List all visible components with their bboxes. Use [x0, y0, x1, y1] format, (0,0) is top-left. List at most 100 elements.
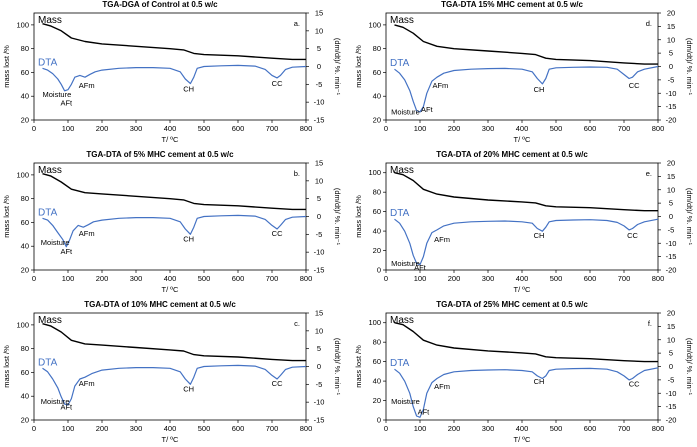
y-right-tick-label: -5 [668, 75, 675, 84]
y-right-tick-label: 15 [315, 309, 323, 318]
x-tick-label: 700 [266, 424, 279, 433]
y-left-tick-label: 80 [373, 338, 381, 347]
mass-series-label: Mass [38, 315, 62, 326]
x-axis-label: T/ ºC [514, 285, 531, 294]
panel-label: e. [646, 169, 652, 178]
mass-series-line [42, 173, 306, 211]
y-right-tick-label: -15 [314, 116, 325, 125]
y-right-tick-label: -10 [666, 389, 677, 398]
y-right-tick-label: -15 [666, 252, 677, 261]
mass-series-label: Mass [390, 15, 414, 26]
y-right-tick-label: 0 [317, 212, 321, 221]
x-tick-label: 700 [266, 124, 279, 133]
peak-annotation: CH [183, 84, 194, 93]
y-right-tick-label: -5 [668, 375, 675, 384]
y-right-tick-label: 5 [669, 349, 673, 358]
x-tick-label: 400 [516, 274, 529, 283]
chart-panel-a: TGA-DGA of Control at 0.5 w/c 0 100 200 300… [0, 0, 342, 145]
y-right-tick-label: -10 [314, 248, 325, 257]
dta-series-line [394, 65, 659, 113]
y-right-tick-label: -20 [666, 266, 677, 275]
peak-annotation: CC [272, 379, 283, 388]
y-left-tick-label: 60 [373, 207, 381, 216]
x-tick-label: 800 [300, 274, 313, 283]
y-left-axis-label: mass lost /% [2, 45, 11, 88]
x-tick-label: 700 [618, 124, 631, 133]
y-left-tick-label: 60 [21, 68, 29, 77]
peak-annotation: CC [627, 231, 638, 240]
x-tick-label: 800 [652, 124, 665, 133]
panel-label: b. [294, 169, 300, 178]
x-tick-label: 600 [584, 274, 597, 283]
y-right-tick-label: 20 [667, 309, 675, 318]
y-left-tick-label: 100 [16, 20, 29, 29]
x-tick-label: 100 [414, 274, 427, 283]
y-right-axis-label: (dm/dt)/ %. min⁻¹ [685, 338, 694, 396]
y-left-tick-label: 20 [21, 266, 29, 275]
x-tick-label: 500 [550, 124, 563, 133]
y-left-tick-label: 100 [16, 320, 29, 329]
y-left-tick-label: 20 [373, 116, 381, 125]
y-left-tick-label: 40 [21, 392, 29, 401]
y-left-tick-label: 80 [21, 194, 29, 203]
mass-series-line [394, 322, 658, 363]
peak-annotation: AFm [432, 81, 448, 90]
x-tick-label: 600 [232, 424, 245, 433]
x-axis-label: T/ ºC [514, 435, 531, 444]
y-right-tick-label: 5 [317, 194, 321, 203]
chart-panel-b: TGA-DTA of 5% MHC cement at 0.5 w/c 0 100… [0, 150, 342, 295]
x-tick-label: 800 [300, 424, 313, 433]
y-left-tick-label: 20 [373, 246, 381, 255]
y-right-tick-label: 15 [315, 159, 323, 168]
mass-series-line [394, 24, 658, 65]
peak-annotation: AFm [79, 81, 95, 90]
x-tick-label: 800 [300, 124, 313, 133]
x-tick-label: 500 [198, 274, 211, 283]
peak-annotation: AFm [434, 235, 450, 244]
x-tick-label: 200 [96, 274, 109, 283]
y-right-tick-label: 5 [317, 44, 321, 53]
y-right-tick-label: 0 [317, 362, 321, 371]
plot-frame [385, 12, 659, 121]
x-tick-label: 300 [130, 274, 143, 283]
y-right-axis-label: (dm/dt)/ %. min⁻¹ [333, 338, 342, 396]
y-right-axis-label: (dm/dt)/ %. min⁻¹ [333, 38, 342, 96]
peak-annotation: CH [534, 231, 545, 240]
dta-series-label: DTA [390, 358, 410, 369]
x-tick-label: 100 [62, 424, 75, 433]
x-tick-label: 200 [448, 424, 461, 433]
x-tick-label: 300 [130, 124, 143, 133]
x-tick-label: 300 [482, 274, 495, 283]
x-tick-label: 200 [448, 124, 461, 133]
y-left-axis-label: mass lost /% [354, 345, 363, 388]
y-right-axis-label: (dm/dt)/ %. min⁻¹ [333, 188, 342, 246]
y-left-tick-label: 80 [373, 44, 381, 53]
y-left-tick-label: 40 [21, 92, 29, 101]
y-right-tick-label: -10 [666, 239, 677, 248]
plot-frame [33, 12, 307, 121]
y-left-tick-label: 80 [21, 344, 29, 353]
peak-annotation: AFt [414, 263, 427, 272]
y-left-tick-label: 0 [377, 266, 381, 275]
panel-label: f. [648, 319, 652, 328]
dta-series-line [42, 364, 307, 406]
x-tick-label: 400 [164, 424, 177, 433]
y-right-tick-label: 5 [669, 199, 673, 208]
y-right-tick-label: 10 [315, 176, 323, 185]
x-tick-label: 0 [32, 124, 36, 133]
x-axis-label: T/ ºC [162, 135, 179, 144]
y-right-tick-label: -5 [316, 230, 323, 239]
y-right-tick-label: 10 [667, 185, 675, 194]
peak-annotation: Moisture [391, 108, 420, 117]
y-left-tick-label: 20 [21, 416, 29, 425]
y-right-tick-label: -10 [314, 98, 325, 107]
dta-series-line [394, 367, 659, 418]
peak-annotation: CC [272, 79, 283, 88]
y-right-tick-label: -5 [316, 80, 323, 89]
panel-label: a. [294, 19, 300, 28]
x-tick-label: 500 [198, 424, 211, 433]
peak-annotation: CH [183, 234, 194, 243]
y-right-tick-label: 15 [667, 22, 675, 31]
y-right-axis-label: (dm/dt)/ %. min⁻¹ [685, 188, 694, 246]
y-right-tick-label: -5 [316, 380, 323, 389]
